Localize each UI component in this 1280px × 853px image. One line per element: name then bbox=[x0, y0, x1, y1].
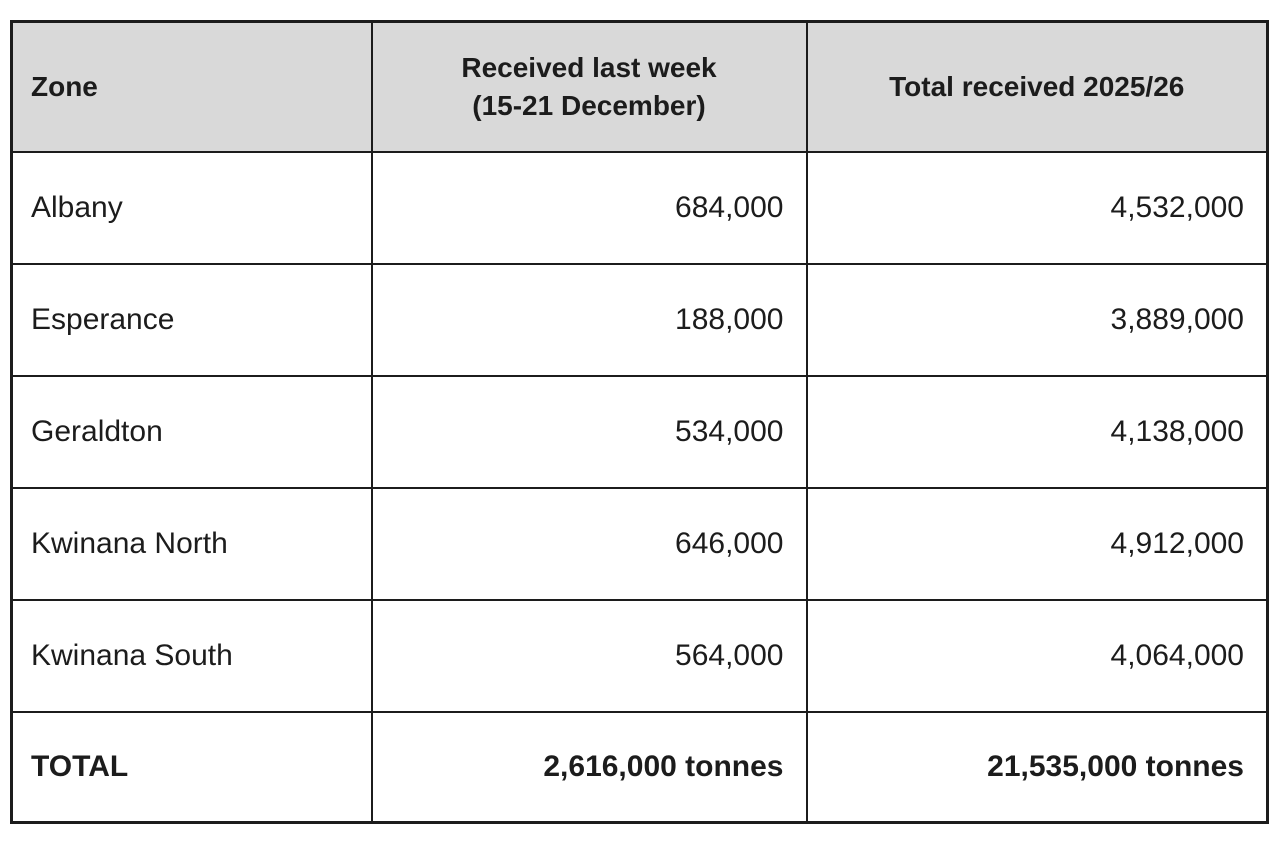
grain-receivals-table: Zone Received last week (15-21 December)… bbox=[10, 20, 1269, 824]
week-value: 534,000 bbox=[370, 374, 808, 489]
week-value: 646,000 bbox=[370, 486, 808, 601]
total-label: TOTAL bbox=[10, 710, 373, 824]
receivals-table-container: Zone Received last week (15-21 December)… bbox=[10, 20, 1269, 824]
total-season-value: 21,535,000 tonnes bbox=[805, 710, 1269, 824]
season-value: 4,064,000 bbox=[805, 598, 1269, 713]
total-week-value: 2,616,000 tonnes bbox=[370, 710, 808, 824]
week-value: 188,000 bbox=[370, 262, 808, 377]
table-row-esperance: Esperance 188,000 3,889,000 bbox=[10, 262, 1269, 377]
header-total-season: Total received 2025/26 bbox=[805, 20, 1269, 153]
season-value: 4,912,000 bbox=[805, 486, 1269, 601]
season-value: 4,138,000 bbox=[805, 374, 1269, 489]
header-zone: Zone bbox=[10, 20, 373, 153]
season-value: 3,889,000 bbox=[805, 262, 1269, 377]
zone-name: Albany bbox=[10, 150, 373, 265]
table-header-row: Zone Received last week (15-21 December)… bbox=[10, 20, 1269, 153]
table-row-kwinana-north: Kwinana North 646,000 4,912,000 bbox=[10, 486, 1269, 601]
season-value: 4,532,000 bbox=[805, 150, 1269, 265]
table-row-total: TOTAL 2,616,000 tonnes 21,535,000 tonnes bbox=[10, 710, 1269, 824]
week-value: 684,000 bbox=[370, 150, 808, 265]
table-row-albany: Albany 684,000 4,532,000 bbox=[10, 150, 1269, 265]
week-value: 564,000 bbox=[370, 598, 808, 713]
zone-name: Kwinana South bbox=[10, 598, 373, 713]
header-received-week: Received last week (15-21 December) bbox=[370, 20, 808, 153]
zone-name: Geraldton bbox=[10, 374, 373, 489]
table-row-kwinana-south: Kwinana South 564,000 4,064,000 bbox=[10, 598, 1269, 713]
zone-name: Esperance bbox=[10, 262, 373, 377]
table-row-geraldton: Geraldton 534,000 4,138,000 bbox=[10, 374, 1269, 489]
zone-name: Kwinana North bbox=[10, 486, 373, 601]
